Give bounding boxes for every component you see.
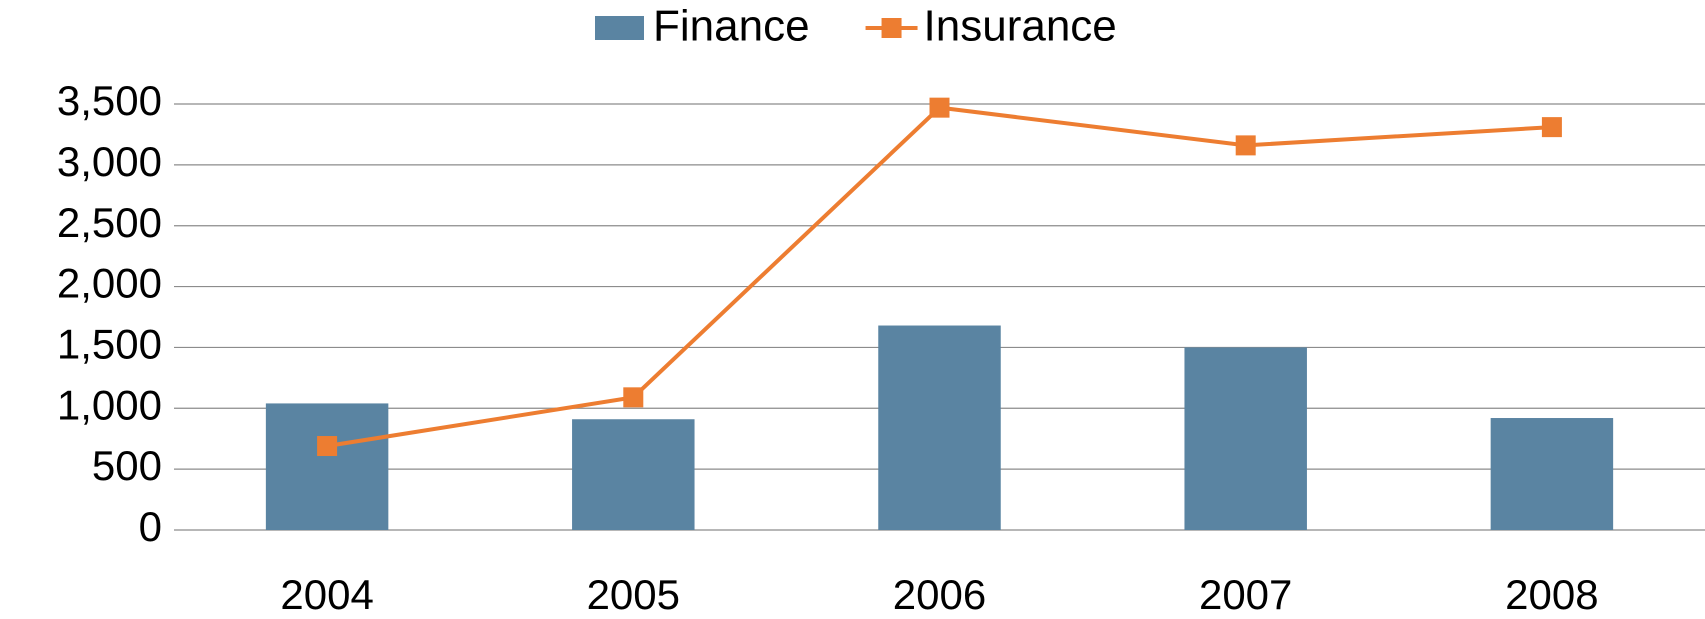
y-tick-label: 3,500 bbox=[57, 77, 162, 124]
y-tick-label: 3,000 bbox=[57, 138, 162, 185]
y-tick-label: 500 bbox=[92, 442, 162, 489]
y-tick-label: 0 bbox=[139, 503, 162, 550]
bar bbox=[1490, 418, 1614, 530]
bar bbox=[265, 403, 389, 530]
x-tick-label: 2007 bbox=[1199, 571, 1292, 618]
legend-swatch bbox=[595, 16, 644, 40]
bar bbox=[572, 419, 695, 530]
legend-marker bbox=[881, 18, 902, 38]
legend-label: Insurance bbox=[924, 2, 1117, 51]
bar bbox=[1184, 347, 1307, 530]
bar bbox=[878, 325, 1001, 530]
line-marker bbox=[1541, 117, 1562, 138]
line-marker bbox=[1235, 135, 1256, 156]
y-tick-label: 1,000 bbox=[57, 381, 162, 428]
legend: Finance Insurance bbox=[595, 2, 1117, 51]
x-tick-label: 2005 bbox=[587, 571, 680, 618]
line-marker bbox=[929, 97, 950, 118]
y-tick-label: 2,000 bbox=[57, 260, 162, 307]
y-tick-label: 1,500 bbox=[57, 321, 162, 368]
y-tick-label: 2,500 bbox=[57, 199, 162, 246]
legend-item: Insurance bbox=[865, 2, 1117, 51]
x-tick-label: 2008 bbox=[1505, 571, 1598, 618]
line-marker bbox=[623, 387, 644, 408]
x-tick-label: 2006 bbox=[893, 571, 986, 618]
x-tick-label: 2004 bbox=[280, 571, 373, 618]
legend-label: Finance bbox=[653, 2, 810, 51]
line-marker bbox=[317, 436, 338, 457]
legend-item: Finance bbox=[595, 2, 810, 51]
